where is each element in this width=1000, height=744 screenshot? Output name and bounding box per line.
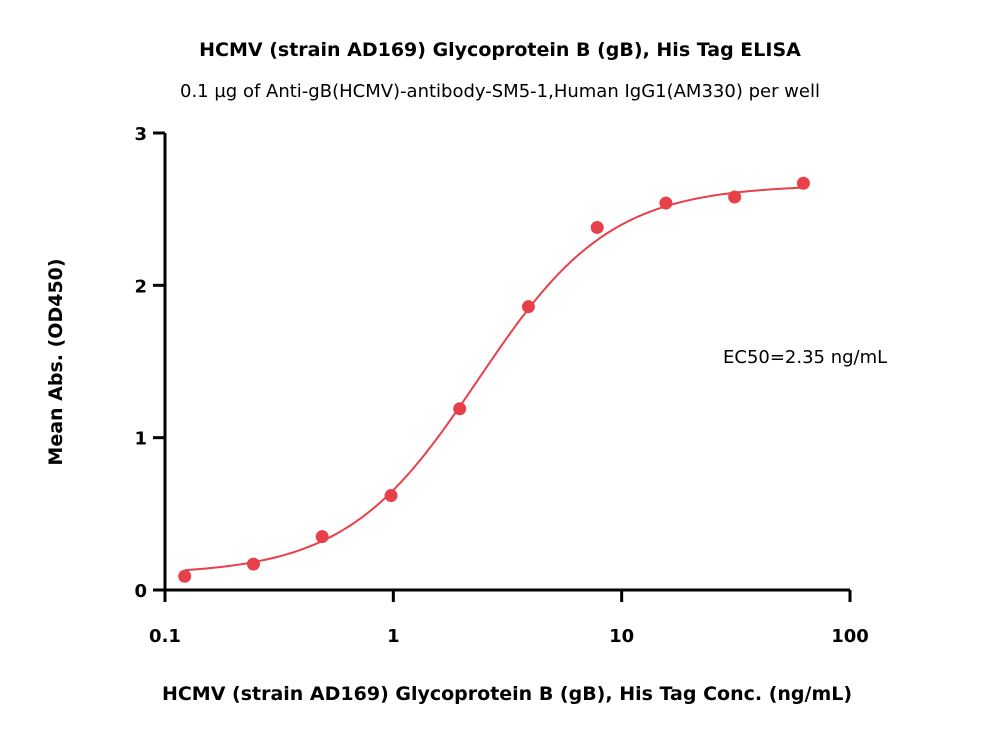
fit-curve — [184, 186, 804, 572]
data-points — [178, 176, 810, 583]
data-point — [453, 402, 467, 416]
data-point — [315, 530, 329, 544]
y-tick-label: 0 — [134, 581, 147, 602]
ec50-annotation: EC50=2.35 ng/mL — [723, 347, 887, 368]
x-tick-label: 1 — [387, 626, 400, 647]
x-tick-label: 100 — [831, 626, 869, 647]
y-tick-label: 3 — [134, 124, 147, 145]
data-point — [521, 300, 535, 314]
data-point — [246, 557, 260, 571]
data-point — [178, 569, 192, 583]
x-axis-label: HCMV (strain AD169) Glycoprotein B (gB),… — [162, 683, 852, 705]
data-point — [796, 176, 810, 190]
x-tick-label: 10 — [609, 626, 634, 647]
data-point — [659, 196, 673, 210]
fit-curve-layer — [184, 186, 804, 572]
chart-subtitle: 0.1 µg of Anti-gB(HCMV)-antibody-SM5-1,H… — [180, 81, 820, 102]
y-tick-label: 1 — [134, 429, 147, 450]
y-axis-label: Mean Abs. (OD450) — [45, 258, 67, 465]
x-tick-label: 0.1 — [149, 626, 181, 647]
data-point — [384, 489, 398, 503]
data-point — [590, 220, 604, 234]
y-tick-label: 2 — [134, 276, 147, 297]
axis-ticks: 0 1 2 3 0.1 1 10 100 — [134, 124, 868, 647]
data-point — [728, 190, 742, 204]
chart-title: HCMV (strain AD169) Glycoprotein B (gB),… — [199, 39, 801, 61]
